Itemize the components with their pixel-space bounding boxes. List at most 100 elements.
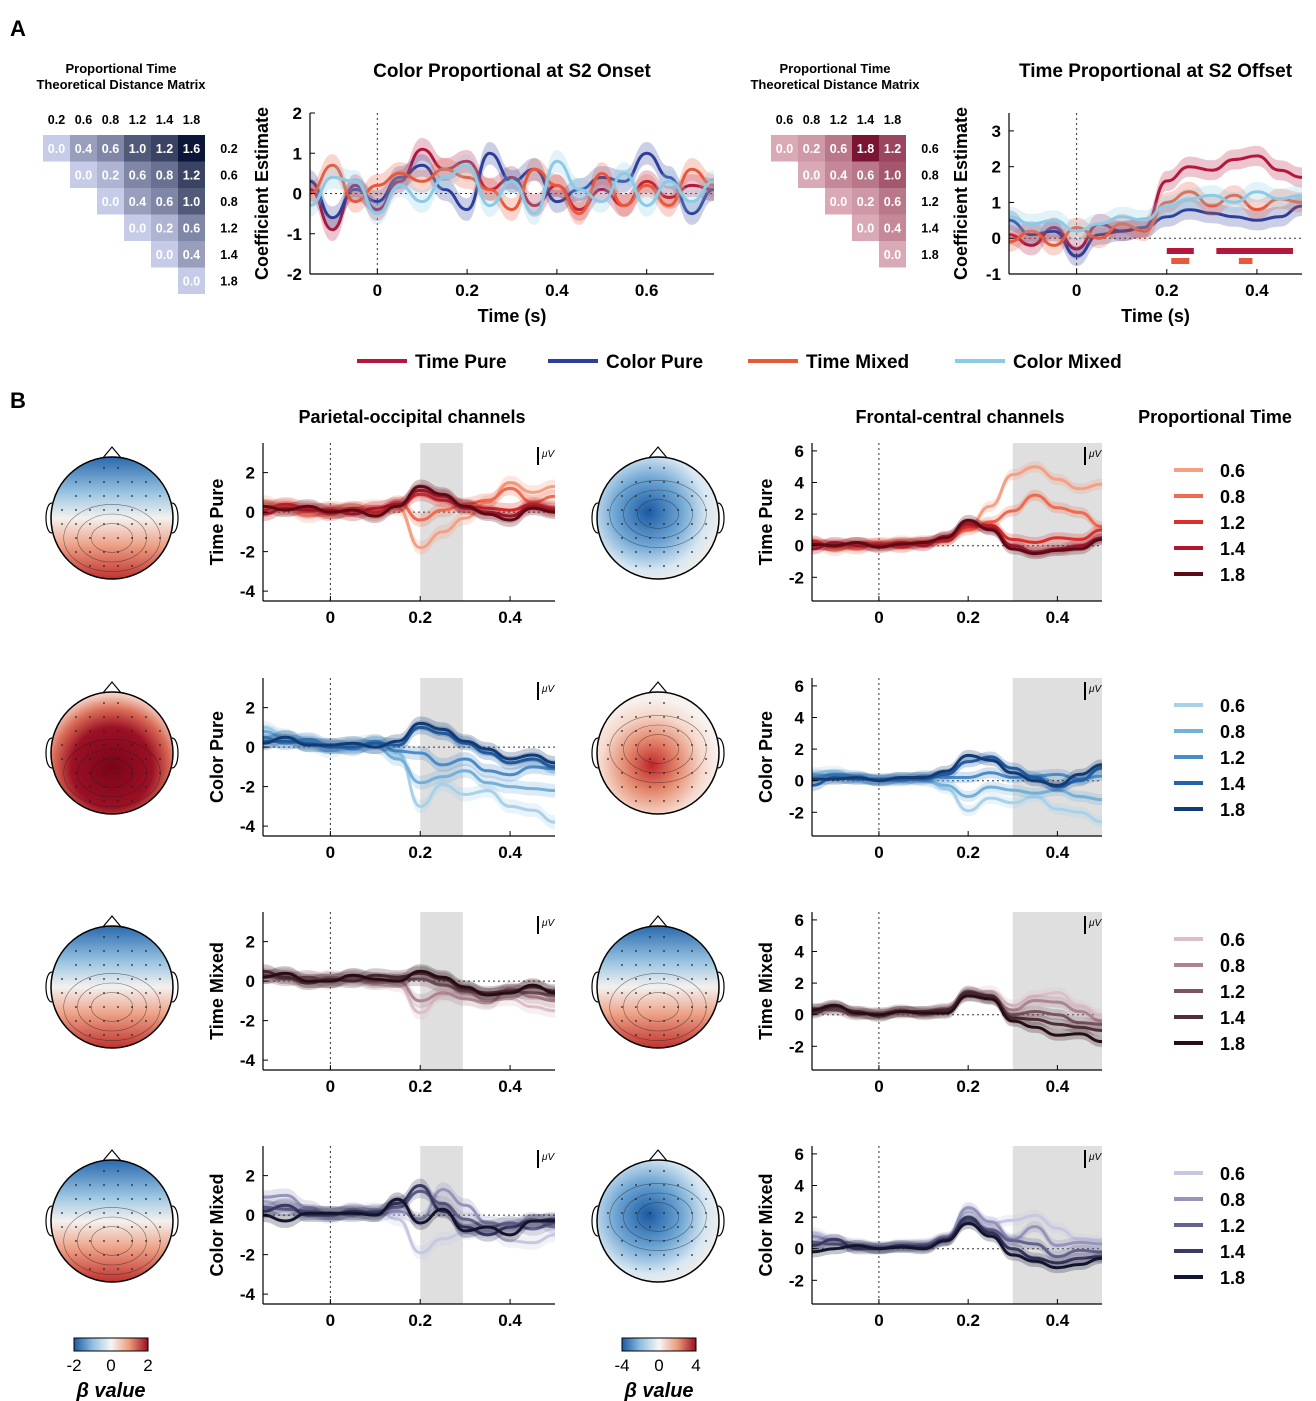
electrode-dot bbox=[159, 1226, 161, 1228]
head-outline bbox=[50, 925, 174, 1049]
legend-label: 0.8 bbox=[1220, 487, 1245, 507]
matrix-cell-value: 0.6 bbox=[857, 168, 874, 182]
electrode-dot bbox=[635, 1240, 637, 1242]
electrode-dot bbox=[117, 936, 119, 938]
ear-icon bbox=[591, 1205, 599, 1237]
electrode-dot bbox=[663, 978, 665, 980]
matrix-cell bbox=[124, 135, 151, 162]
contour bbox=[623, 489, 693, 539]
y-tick-label: 0 bbox=[246, 1206, 255, 1225]
electrode-dot bbox=[621, 495, 623, 497]
electrode-dot bbox=[89, 1034, 91, 1036]
electrode-dot bbox=[117, 758, 119, 760]
y-axis-label: Time Pure bbox=[756, 479, 776, 566]
legend-label: 0.6 bbox=[1220, 1164, 1245, 1184]
electrode-dot bbox=[621, 537, 623, 539]
electrode-dot bbox=[649, 1020, 651, 1022]
electrode-dot bbox=[117, 1034, 119, 1036]
matrix-cell-value: 1.6 bbox=[183, 142, 200, 156]
electrode-dot bbox=[621, 1184, 623, 1186]
electrode-dot bbox=[131, 964, 133, 966]
electrode-dot bbox=[677, 1212, 679, 1214]
electrode-dot bbox=[131, 495, 133, 497]
matrix-col-label: 1.8 bbox=[884, 113, 901, 127]
electrode-dot bbox=[635, 1212, 637, 1214]
electrode-dot bbox=[677, 1240, 679, 1242]
electrode-dot bbox=[103, 772, 105, 774]
matrix-cell-value: 0.4 bbox=[129, 195, 146, 209]
colorbar-tick: 0 bbox=[654, 1356, 663, 1375]
x-tick-label: 0.2 bbox=[956, 843, 980, 862]
series-error-band bbox=[310, 150, 714, 225]
electrode-dot bbox=[663, 1226, 665, 1228]
electrode-dot bbox=[117, 1254, 119, 1256]
electrode-dot bbox=[635, 950, 637, 952]
electrode-dot bbox=[145, 1212, 147, 1214]
chart-parietal-2: -4 -2 0 2 0 0.2 0.4 Time Mixed μV bbox=[207, 912, 555, 1096]
ear-icon bbox=[591, 737, 599, 769]
matrix-cell bbox=[178, 241, 205, 268]
y-tick-label: -1 bbox=[986, 265, 1001, 284]
matrix-row-label: 1.4 bbox=[921, 221, 938, 235]
electrode-dot bbox=[691, 1198, 693, 1200]
matrix-cell-value: 0.2 bbox=[803, 142, 820, 156]
electrode-dot bbox=[663, 992, 665, 994]
electrode-dot bbox=[649, 1226, 651, 1228]
electrode-dot bbox=[663, 1268, 665, 1270]
matrix-cell-value: 1.8 bbox=[857, 142, 874, 156]
scalp-map bbox=[597, 692, 719, 814]
electrode-dot bbox=[117, 772, 119, 774]
matrix-col-label: 1.2 bbox=[129, 113, 146, 127]
chart-frontal-0: -2 0 2 4 6 0 0.2 0.4 Time Pure μV bbox=[756, 442, 1102, 627]
electrode-dot bbox=[705, 1006, 707, 1008]
electrode-dot bbox=[649, 950, 651, 952]
ear-icon bbox=[45, 1205, 53, 1237]
electrode-dot bbox=[117, 1212, 119, 1214]
x-tick-label: 0 bbox=[874, 1077, 883, 1096]
y-tick-label: 3 bbox=[992, 122, 1001, 141]
electrode-dot bbox=[89, 1020, 91, 1022]
electrode-dot bbox=[75, 481, 77, 483]
series-error-band bbox=[1009, 196, 1302, 267]
electrode-dot bbox=[691, 716, 693, 718]
electrode-dot bbox=[705, 730, 707, 732]
electrode-dot bbox=[621, 950, 623, 952]
electrode-dot bbox=[103, 716, 105, 718]
electrode-dot bbox=[131, 1184, 133, 1186]
electrode-dot bbox=[635, 978, 637, 980]
scale-unit: μV bbox=[1088, 684, 1102, 695]
electrode-dot bbox=[145, 744, 147, 746]
scalp-map bbox=[597, 926, 719, 1048]
chart-title: Time Proportional at S2 Offset bbox=[1019, 61, 1293, 82]
matrix-cell-value: 0.0 bbox=[156, 248, 173, 262]
electrode-dot bbox=[649, 1212, 651, 1214]
matrix-col-label: 1.4 bbox=[156, 113, 173, 127]
electrode-dot bbox=[649, 1006, 651, 1008]
colorbar-label: β value bbox=[623, 1380, 693, 1401]
y-tick-label: 2 bbox=[246, 699, 255, 718]
colorbar-tick: -4 bbox=[614, 1356, 629, 1375]
matrix-cell bbox=[43, 135, 70, 162]
chart-color-proportional-onset: -2 -1 0 1 2 0 0.2 0.4 0.6 Color Proportional at S… bbox=[252, 61, 715, 326]
electrode-dot bbox=[607, 758, 609, 760]
electrode-dot bbox=[691, 1226, 693, 1228]
electrode-dot bbox=[705, 758, 707, 760]
series-error-band bbox=[812, 1214, 1102, 1263]
nose-icon bbox=[647, 681, 669, 695]
electrode-dot bbox=[159, 772, 161, 774]
ear-icon bbox=[171, 737, 179, 769]
matrix-cell-value: 1.2 bbox=[183, 168, 200, 182]
matrix-cell-value: 0.4 bbox=[830, 168, 847, 182]
electrode-dot bbox=[677, 800, 679, 802]
legend-label: 1.2 bbox=[1220, 513, 1245, 533]
topo-map bbox=[591, 446, 725, 580]
electrode-dot bbox=[649, 800, 651, 802]
matrix-row-label: 0.6 bbox=[220, 168, 237, 182]
y-tick-label: 2 bbox=[795, 505, 804, 524]
electrode-dot bbox=[621, 730, 623, 732]
electrode-dot bbox=[145, 1184, 147, 1186]
electrode-dot bbox=[117, 1020, 119, 1022]
matrix-row-label: 0.2 bbox=[220, 142, 237, 156]
electrode-dot bbox=[117, 1268, 119, 1270]
y-axis-label: Time Mixed bbox=[207, 942, 227, 1040]
